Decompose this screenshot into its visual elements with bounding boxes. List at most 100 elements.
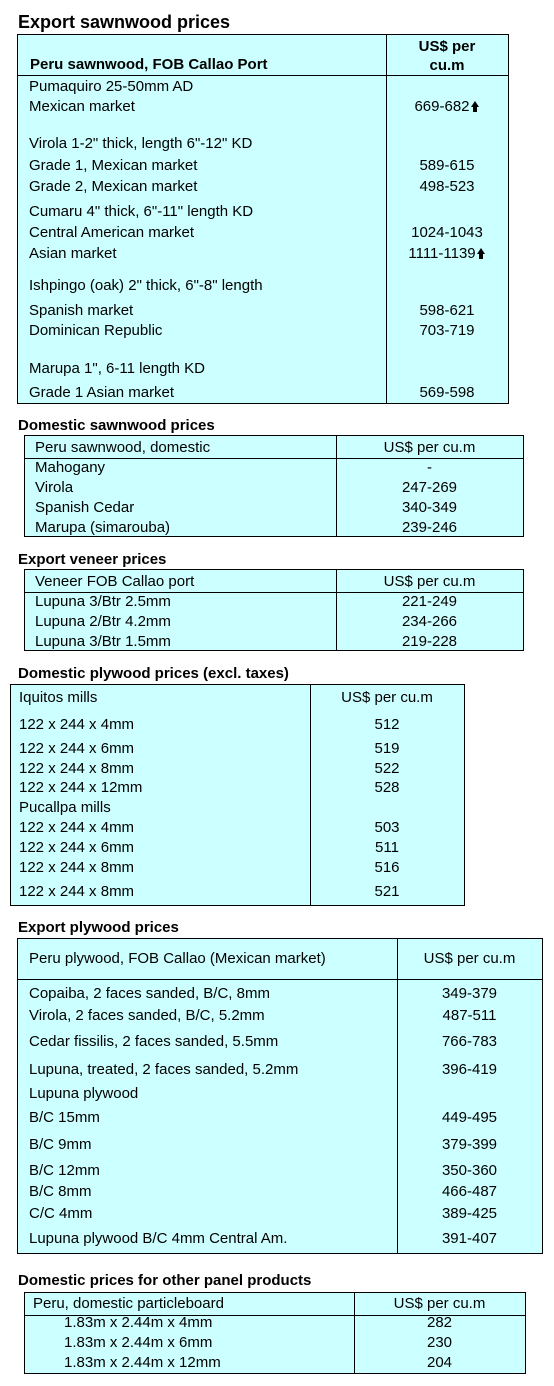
column-divider	[310, 685, 311, 905]
header-unit: US$ per cu.m	[393, 1295, 486, 1312]
row-label: Grade 2, Mexican market	[29, 178, 198, 195]
header-unit-line1: US$ per	[418, 38, 476, 55]
row-value: 766-783	[441, 1033, 498, 1050]
row-label: Lupuna plywood B/C 4mm Central Am.	[29, 1230, 288, 1247]
section-title-domestic-plywood: Domestic plywood prices (excl. taxes)	[18, 665, 289, 682]
row-label: B/C 8mm	[29, 1183, 92, 1200]
row-label: Ishpingo (oak) 2" thick, 6"-8" length	[29, 277, 263, 294]
row-label: B/C 15mm	[29, 1109, 100, 1126]
row-label: C/C 4mm	[29, 1205, 93, 1222]
row-label: Mexican market	[29, 98, 135, 115]
section-title-export-veneer: Export veneer prices	[18, 551, 167, 568]
row-label: Cumaru 4" thick, 6"-11" length KD	[29, 203, 254, 220]
row-label: 122 x 244 x 6mm	[19, 839, 135, 856]
row-label: Pumaquiro 25-50mm AD	[29, 78, 194, 95]
row-value: 1024-1043	[411, 224, 483, 241]
row-value: 282	[426, 1314, 453, 1331]
row-label: Lupuna 3/Btr 2.5mm	[35, 593, 171, 610]
header-unit: US$ per cu.m	[383, 439, 476, 456]
column-divider	[354, 1293, 355, 1373]
row-label: Lupuna 3/Btr 1.5mm	[35, 633, 171, 650]
row-value: 239-246	[401, 519, 458, 536]
table-export-sawnwood: Peru sawnwood, FOB Callao Port US$ per c…	[17, 34, 509, 404]
table-domestic-sawnwood: Peru sawnwood, domestic US$ per cu.m Mah…	[24, 435, 524, 537]
row-value: 340-349	[401, 499, 458, 516]
row-value: 204	[426, 1354, 453, 1371]
table-export-veneer: Veneer FOB Callao port US$ per cu.m Lupu…	[24, 569, 524, 651]
row-value: 449-495	[441, 1109, 498, 1126]
header-unit: US$ per cu.m	[423, 950, 516, 967]
row-label: Mahogany	[35, 459, 106, 476]
row-value: 498-523	[419, 178, 475, 195]
row-label: Lupuna plywood	[29, 1085, 139, 1102]
row-label: B/C 12mm	[29, 1162, 100, 1179]
row-value: 234-266	[401, 613, 458, 630]
row-label: Spanish Cedar	[35, 499, 135, 516]
table-export-plywood: Peru plywood, FOB Callao (Mexican market…	[17, 938, 543, 1254]
row-label: Virola, 2 faces sanded, B/C, 5.2mm	[29, 1007, 265, 1024]
row-label: Virola 1-2" thick, length 6"-12" KD	[29, 135, 253, 152]
section-title-export-sawnwood: Export sawnwood prices	[18, 12, 231, 32]
row-label: Cedar fissilis, 2 faces sanded, 5.5mm	[29, 1033, 279, 1050]
row-value: 519	[374, 740, 400, 757]
row-label: Grade 1 Asian market	[29, 384, 175, 401]
section-title-domestic-sawnwood: Domestic sawnwood prices	[18, 417, 215, 434]
header-divider	[18, 979, 542, 980]
row-label: Copaiba, 2 faces sanded, B/C, 8mm	[29, 985, 270, 1002]
header-unit: US$ per cu.m	[383, 573, 476, 590]
row-value: 516	[374, 859, 400, 876]
column-divider	[386, 35, 387, 403]
column-divider	[336, 436, 337, 536]
row-value: 511	[375, 839, 399, 856]
row-label: 1.83m x 2.44m x 4mm	[64, 1314, 213, 1331]
row-label: B/C 9mm	[29, 1136, 92, 1153]
row-value: 349-379	[441, 985, 498, 1002]
row-value: 522	[374, 760, 400, 777]
row-label: Lupuna 2/Btr 4.2mm	[35, 613, 171, 630]
row-label: 122 x 244 x 4mm	[19, 716, 135, 733]
table-domestic-plywood: Iquitos mills US$ per cu.m 122 x 244 x 4…	[10, 684, 465, 906]
row-label: Lupuna, treated, 2 faces sanded, 5.2mm	[29, 1061, 299, 1078]
row-value: 512	[374, 716, 400, 733]
row-label: Spanish market	[29, 302, 134, 319]
row-label: Dominican Republic	[29, 322, 163, 339]
header-unit: US$ per cu.m	[341, 689, 433, 706]
header-divider	[18, 75, 508, 76]
row-label: Pucallpa mills	[19, 799, 111, 816]
header-unit-line2: cu.m	[429, 57, 465, 74]
row-value: 487-511	[442, 1007, 497, 1024]
row-value: 219-228	[401, 633, 458, 650]
row-label: Marupa (simarouba)	[35, 519, 171, 536]
up-arrow-icon	[470, 101, 480, 112]
row-value: 396-419	[441, 1061, 498, 1078]
row-value: 503	[374, 819, 400, 836]
row-value: 247-269	[401, 479, 458, 496]
column-divider	[397, 939, 398, 1253]
row-value: 350-360	[441, 1162, 498, 1179]
row-label: 122 x 244 x 8mm	[19, 760, 135, 777]
header-divider	[25, 1315, 525, 1316]
row-value: 589-615	[419, 157, 475, 174]
row-value: 1111-1139	[386, 245, 508, 263]
header-divider	[25, 458, 523, 459]
row-value: 230	[426, 1334, 453, 1351]
row-label: 1.83m x 2.44m x 6mm	[64, 1334, 213, 1351]
header-label: Peru, domestic particleboard	[33, 1295, 224, 1312]
row-value: 466-487	[441, 1183, 498, 1200]
header-label: Peru sawnwood, domestic	[35, 439, 211, 456]
section-title-export-plywood: Export plywood prices	[18, 919, 179, 936]
row-label: 122 x 244 x 6mm	[19, 740, 135, 757]
header-divider	[25, 592, 523, 593]
row-label: 122 x 244 x 8mm	[19, 859, 135, 876]
header-label: Peru plywood, FOB Callao (Mexican market…	[29, 950, 326, 967]
header-label: Iquitos mills	[19, 689, 98, 706]
table-other-panels: Peru, domestic particleboard US$ per cu.…	[24, 1292, 526, 1374]
row-value: 528	[374, 779, 400, 796]
row-value: 391-407	[441, 1230, 498, 1247]
row-label: Asian market	[29, 245, 117, 262]
up-arrow-icon	[476, 248, 486, 259]
row-label: 1.83m x 2.44m x 12mm	[64, 1354, 221, 1371]
row-label: 122 x 244 x 4mm	[19, 819, 135, 836]
section-title-other-panels: Domestic prices for other panel products	[18, 1272, 312, 1289]
row-value: 669-682	[386, 98, 508, 116]
